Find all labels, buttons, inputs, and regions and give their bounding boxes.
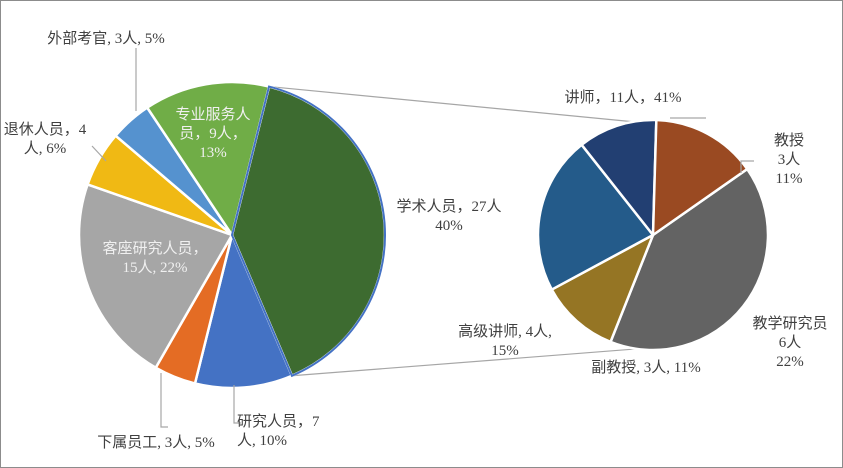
leader-line-3 — [233, 385, 241, 424]
connector-line-0 — [268, 85, 634, 123]
main-label-2: 下属员工, 3人, 5% — [97, 434, 215, 451]
secondary-label-2: 教学研究员 6人 22% — [752, 315, 827, 370]
data-labels: 学术人员，27人 40% 研究人员，7 人, 10% 下属员工, 3人, 5% 客座研究人… — [4, 30, 828, 451]
leader-line-5 — [740, 160, 754, 173]
secondary-pie — [536, 118, 770, 352]
secondary-label-4: 高级讲师, 4人, 15% — [458, 323, 552, 359]
main-slice-1 — [193, 233, 294, 390]
main-slice-3 — [77, 183, 234, 369]
secondary-label-0: 讲师，11人，41% — [565, 89, 682, 106]
secondary-slice-4 — [651, 118, 749, 237]
secondary-slice-2 — [536, 143, 655, 291]
main-label-1: 研究人员，7 人, 10% — [237, 413, 320, 449]
connector-line-1 — [291, 348, 638, 377]
main-label-5: 外部考官, 3人, 5% — [47, 30, 165, 47]
main-label-3: 客座研究人员， 15人, 22% — [102, 240, 207, 276]
connector-lines — [268, 85, 638, 377]
secondary-slice-1 — [550, 233, 655, 344]
leader-line-2 — [160, 373, 168, 428]
main-label-4: 退休人员，4 人, 6% — [4, 121, 87, 157]
main-label-6: 专业服务人员，9人， 13% — [175, 106, 250, 161]
secondary-slice-3 — [580, 118, 658, 237]
main-slice-6 — [145, 80, 271, 237]
main-label-0: 学术人员，27人 40% — [396, 198, 501, 234]
secondary-label-3: 副教授, 3人, 11% — [591, 359, 700, 376]
main-pie — [77, 80, 387, 390]
leader-lines — [91, 48, 754, 428]
secondary-label-1: 教授 3人 11% — [774, 132, 804, 187]
main-slice-0-outline — [230, 85, 387, 378]
leader-line-1 — [91, 145, 107, 162]
secondary-slice-0 — [609, 167, 770, 352]
